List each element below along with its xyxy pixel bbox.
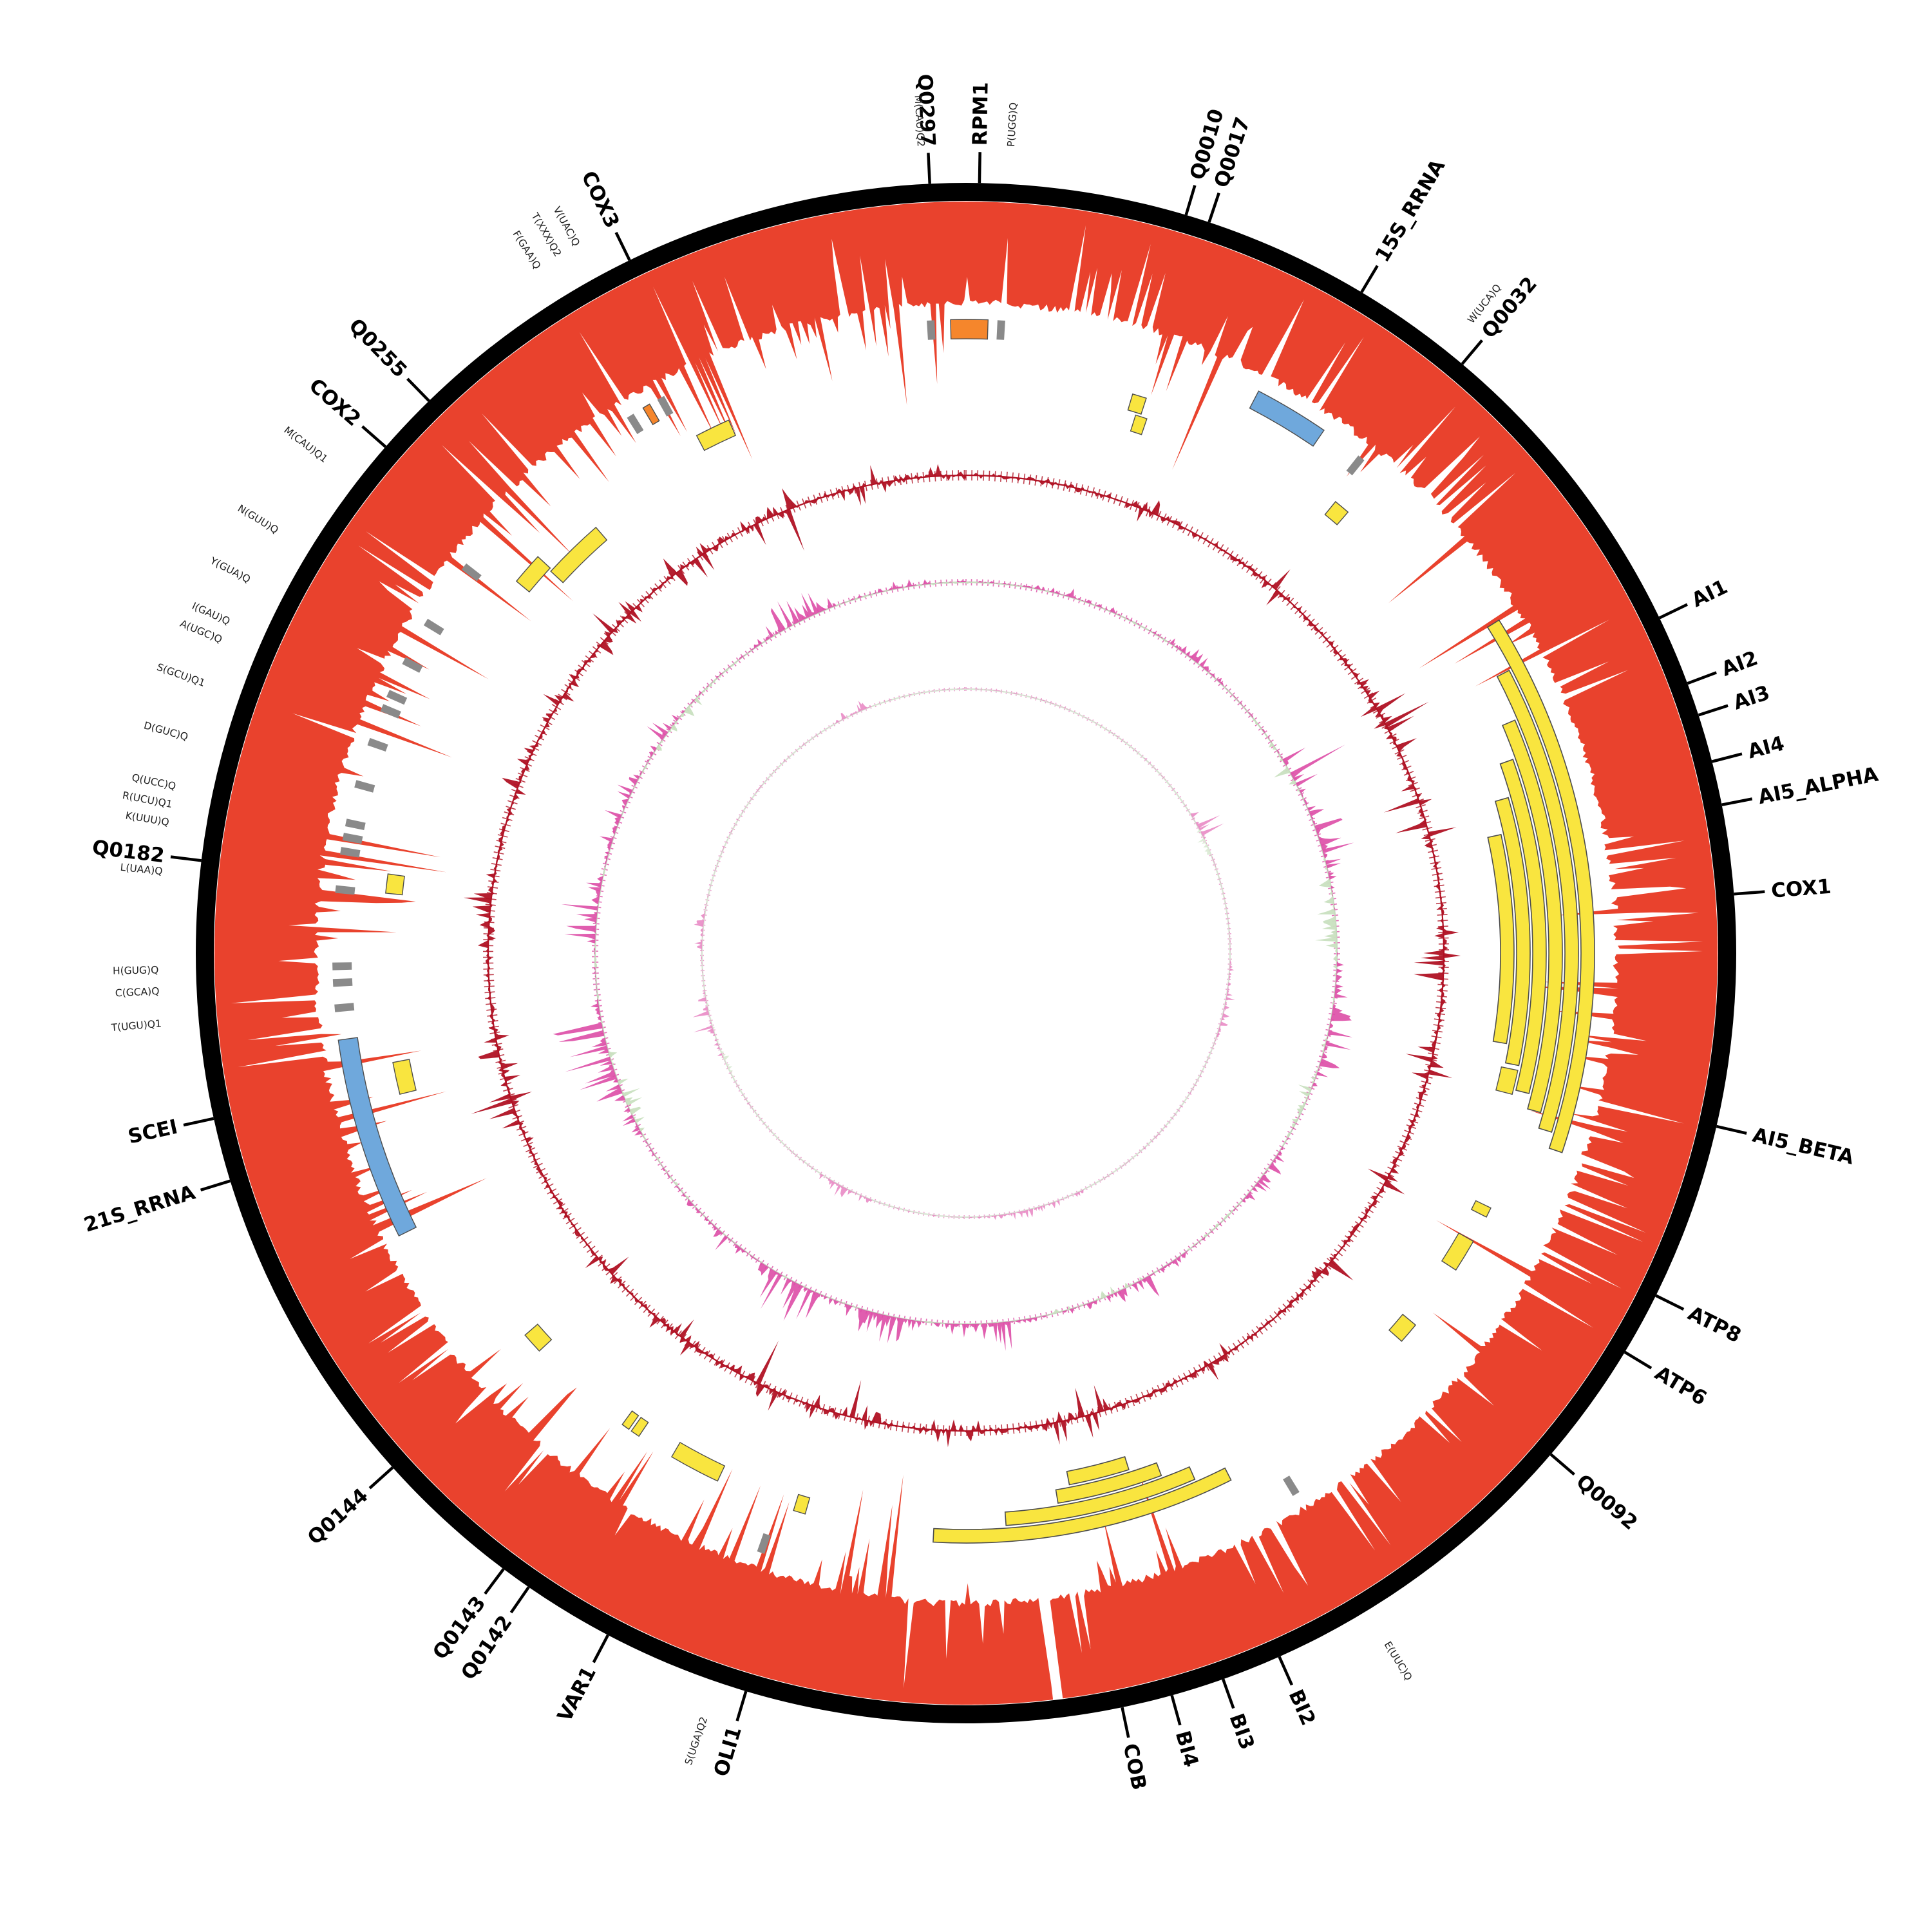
- gene-tick-AI3: [1698, 704, 1728, 717]
- gene-tick-BI2: [1278, 1656, 1294, 1686]
- gene-tick-Q0032: [1461, 339, 1484, 365]
- gene-tick-Q0182: [170, 855, 202, 862]
- gene-tick-Q0142: [509, 1586, 530, 1614]
- gene-block-VAR1: [670, 1441, 726, 1482]
- gene-block-ATP8: [1470, 1200, 1492, 1218]
- gene-tick-VAR1: [592, 1634, 609, 1663]
- gene-tick-COX1: [1734, 890, 1765, 896]
- gene-tick-AI5_ALPHA: [1721, 797, 1753, 806]
- track-crimson: [464, 464, 1461, 1448]
- trna-marker-K(UUU)Q: [340, 847, 361, 858]
- gene-arc-COX1: [1486, 619, 1595, 1153]
- gene-tick-COB: [1121, 1707, 1130, 1738]
- gene-tick-SCEI: [183, 1117, 214, 1127]
- gene-ticks: [170, 152, 1765, 1738]
- trna-marker-V(UAC)Q: [657, 395, 674, 417]
- gene-block-15S_RRNA: [1249, 390, 1325, 447]
- track-inner-faint: [692, 687, 1235, 1220]
- trna-marker-A(UGC)Q: [380, 704, 401, 719]
- trna-marker-T(UGU)Q1: [334, 1003, 355, 1012]
- gene-tick-AI1: [1658, 603, 1688, 620]
- trna-marker-L(UAA)Q: [335, 885, 355, 895]
- gene-tick-15S_RRNA: [1360, 265, 1379, 293]
- trna-marker-H(GUG)Q: [332, 962, 352, 971]
- gene-arc-AI5_ALPHA: [1487, 833, 1515, 1045]
- gene-tick-COX3: [614, 232, 631, 261]
- gene-block-COX3: [696, 419, 737, 451]
- feature-blocks: [332, 319, 1595, 1554]
- gene-block-Q0182: [385, 873, 405, 896]
- gene-arc-BI4: [1066, 1455, 1130, 1486]
- gene-arc-BI2: [1004, 1466, 1196, 1526]
- gene-tick-Q0143: [484, 1568, 505, 1595]
- trna-marker-F(GAA)Q: [627, 413, 644, 435]
- gene-tick-Q0017: [1208, 192, 1220, 223]
- trna-marker-D(GUC)Q: [354, 780, 375, 793]
- gene-block-Q0255: [550, 526, 608, 583]
- gene-block-RPM1: [950, 319, 989, 340]
- gene-block-SCEI: [392, 1059, 417, 1095]
- gene-block-Q0144: [524, 1323, 553, 1352]
- trna-marker-P(UGG)Q: [996, 320, 1005, 340]
- gene-block-21S_RRNA: [337, 1037, 417, 1237]
- gene-label-COX1: COX1: [1770, 875, 1832, 903]
- trna-marker-Q(UCC)Q: [345, 819, 366, 830]
- gene-block-Q0017: [1130, 414, 1148, 435]
- gene-label-RPM1: RPM1: [969, 82, 993, 146]
- gene-tick-Q0144: [368, 1466, 394, 1490]
- trna-marker-I(GAU)Q: [386, 690, 408, 705]
- gene-tick-Q0297: [927, 153, 931, 184]
- gene-tick-AI2: [1687, 671, 1717, 685]
- gene-arc-COB: [933, 1467, 1232, 1544]
- gene-block-Q0032: [1324, 500, 1349, 526]
- gene-tick-21S_RRNA: [200, 1179, 231, 1192]
- gene-tick-AI4: [1711, 752, 1743, 763]
- gene-tick-ATP6: [1624, 1350, 1653, 1370]
- gene-tick-COX2: [361, 425, 387, 448]
- trna-marker-N(GUU)Q: [423, 618, 444, 636]
- gene-block-Q0010: [1127, 393, 1147, 415]
- gene-block-Q0092: [1388, 1313, 1417, 1342]
- trna-marker-W(UCA)Q: [1346, 455, 1365, 476]
- trna-marker-M(CAU)Q2: [927, 320, 936, 340]
- trna-label-M(CAU)Q2: M(CAU)Q2: [913, 95, 927, 147]
- gene-block-OLI1: [793, 1493, 811, 1515]
- trna-marker-S(GCU)Q1: [367, 737, 388, 752]
- gene-arc-AI4: [1494, 797, 1531, 1066]
- trna-marker-M(CAU)Q1: [461, 563, 482, 582]
- gene-arc-AI1: [1496, 669, 1579, 1133]
- gene-label-Q0297: Q0297: [913, 73, 940, 147]
- outer-ideogram-ring: [196, 183, 1736, 1723]
- trna-label-C(GCA)Q: C(GCA)Q: [115, 985, 159, 999]
- gene-block-COX2: [515, 556, 551, 593]
- gene-tick-BI4: [1170, 1694, 1182, 1726]
- gene-block-Q0143: [621, 1410, 639, 1430]
- gene-block-AI5_BETA: [1495, 1066, 1519, 1095]
- trna-marker-R(UCU)Q1: [342, 833, 363, 844]
- trna-marker-S(UGA)Q2: [757, 1533, 771, 1554]
- gene-block-Q0142: [630, 1416, 649, 1437]
- gene-tick-ATP8: [1655, 1294, 1685, 1311]
- trna-label-P(UGG)Q: P(UGG)Q: [1005, 102, 1019, 147]
- gene-tick-OLI1: [735, 1690, 748, 1721]
- gene-block-T(XXX)Q2: [642, 403, 660, 426]
- trna-label-H(GUG)Q: H(GUG)Q: [113, 964, 159, 976]
- gene-tick-Q0255: [406, 377, 430, 402]
- trna-marker-E(UUC)Q: [1283, 1475, 1300, 1496]
- gene-arc-AI3: [1499, 759, 1547, 1094]
- gene-tick-Q0010: [1184, 185, 1197, 216]
- gene-tick-Q0092: [1549, 1453, 1575, 1476]
- gene-block-ATP6: [1441, 1232, 1474, 1271]
- gene-arc-BI3: [1055, 1462, 1162, 1504]
- gene-arc-AI2: [1502, 719, 1563, 1113]
- trna-marker-C(GCA)Q: [332, 978, 353, 987]
- track-pink: [553, 578, 1354, 1351]
- gene-tick-BI3: [1222, 1678, 1235, 1709]
- gene-tick-AI5_BETA: [1716, 1124, 1747, 1135]
- trna-marker-Y(GUA)Q: [402, 657, 423, 673]
